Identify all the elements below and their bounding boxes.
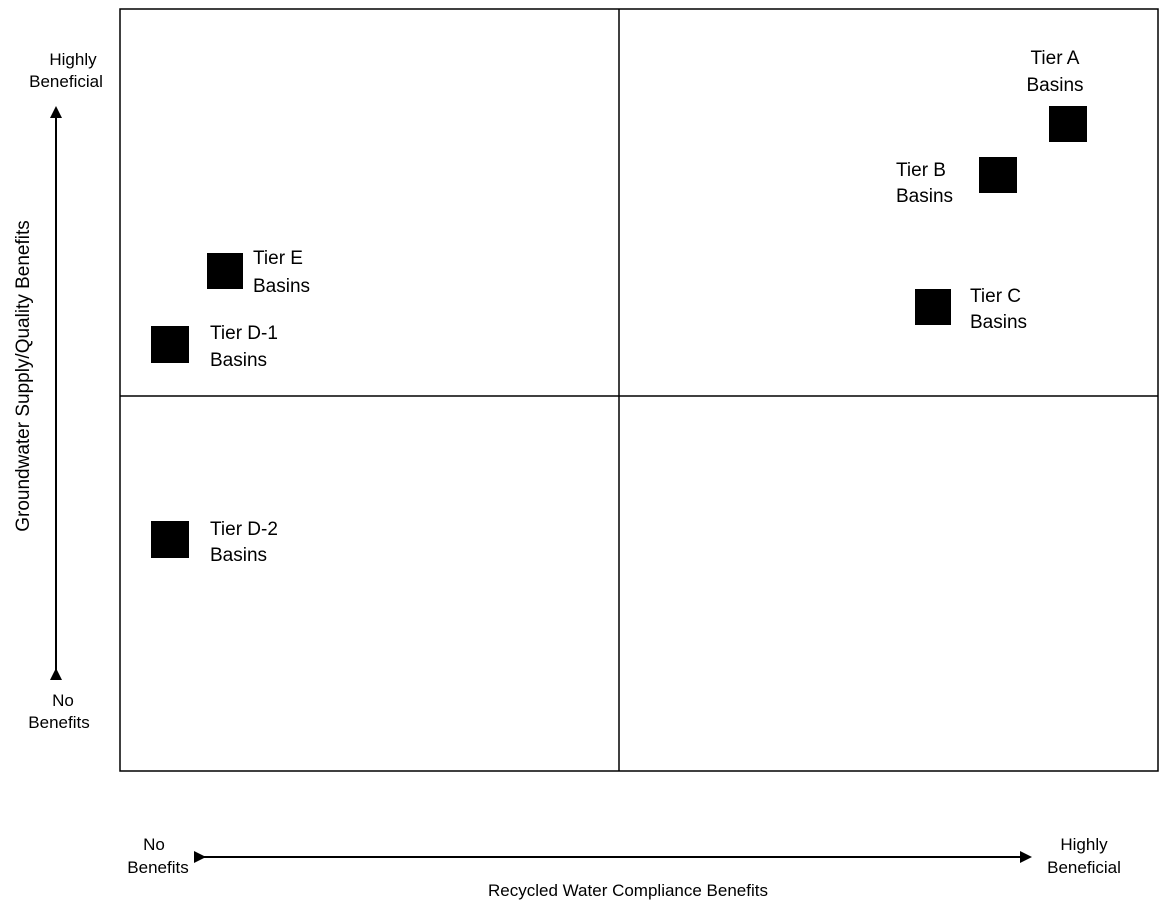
tier-b-label-line1: Tier B bbox=[896, 160, 946, 181]
tier-c-marker bbox=[915, 289, 951, 325]
tier-e-marker bbox=[207, 253, 243, 289]
x-axis-left-label-line2: Benefits bbox=[127, 858, 188, 877]
tier-e-label-line2: Basins bbox=[253, 276, 310, 297]
y-axis-title: Groundwater Supply/Quality Benefits bbox=[13, 220, 34, 532]
y-axis-bottom-label-line2: Benefits bbox=[28, 713, 89, 732]
y-axis-top-label-line1: Highly bbox=[49, 50, 97, 69]
tier-e-label-line1: Tier E bbox=[253, 248, 303, 269]
x-axis-title: Recycled Water Compliance Benefits bbox=[488, 881, 768, 900]
tier-d2-label-line1: Tier D-2 bbox=[210, 519, 278, 540]
tier-b-label-line2: Basins bbox=[896, 186, 953, 207]
tier-d1-label-line2: Basins bbox=[210, 350, 267, 371]
y-axis-bottom-label-line1: No bbox=[52, 691, 74, 710]
tier-a-label-line1: Tier A bbox=[1031, 48, 1080, 69]
tier-d1-marker bbox=[151, 326, 189, 363]
x-axis-right-label-line1: Highly bbox=[1060, 835, 1108, 854]
y-axis-top-label-line2: Beneficial bbox=[29, 72, 103, 91]
tier-c-label-line2: Basins bbox=[970, 312, 1027, 333]
quadrant-frame bbox=[119, 8, 1159, 772]
tier-a-label-line2: Basins bbox=[1026, 75, 1083, 96]
tier-b-marker bbox=[979, 157, 1017, 193]
x-axis-left-label-line1: No bbox=[143, 835, 165, 854]
tier-d1-label-line1: Tier D-1 bbox=[210, 323, 278, 344]
tier-a-marker bbox=[1049, 106, 1087, 142]
tier-d2-label-line2: Basins bbox=[210, 545, 267, 566]
x-axis-right-label-line2: Beneficial bbox=[1047, 858, 1121, 877]
tier-d2-marker bbox=[151, 521, 189, 558]
tier-c-label-line1: Tier C bbox=[970, 286, 1021, 307]
